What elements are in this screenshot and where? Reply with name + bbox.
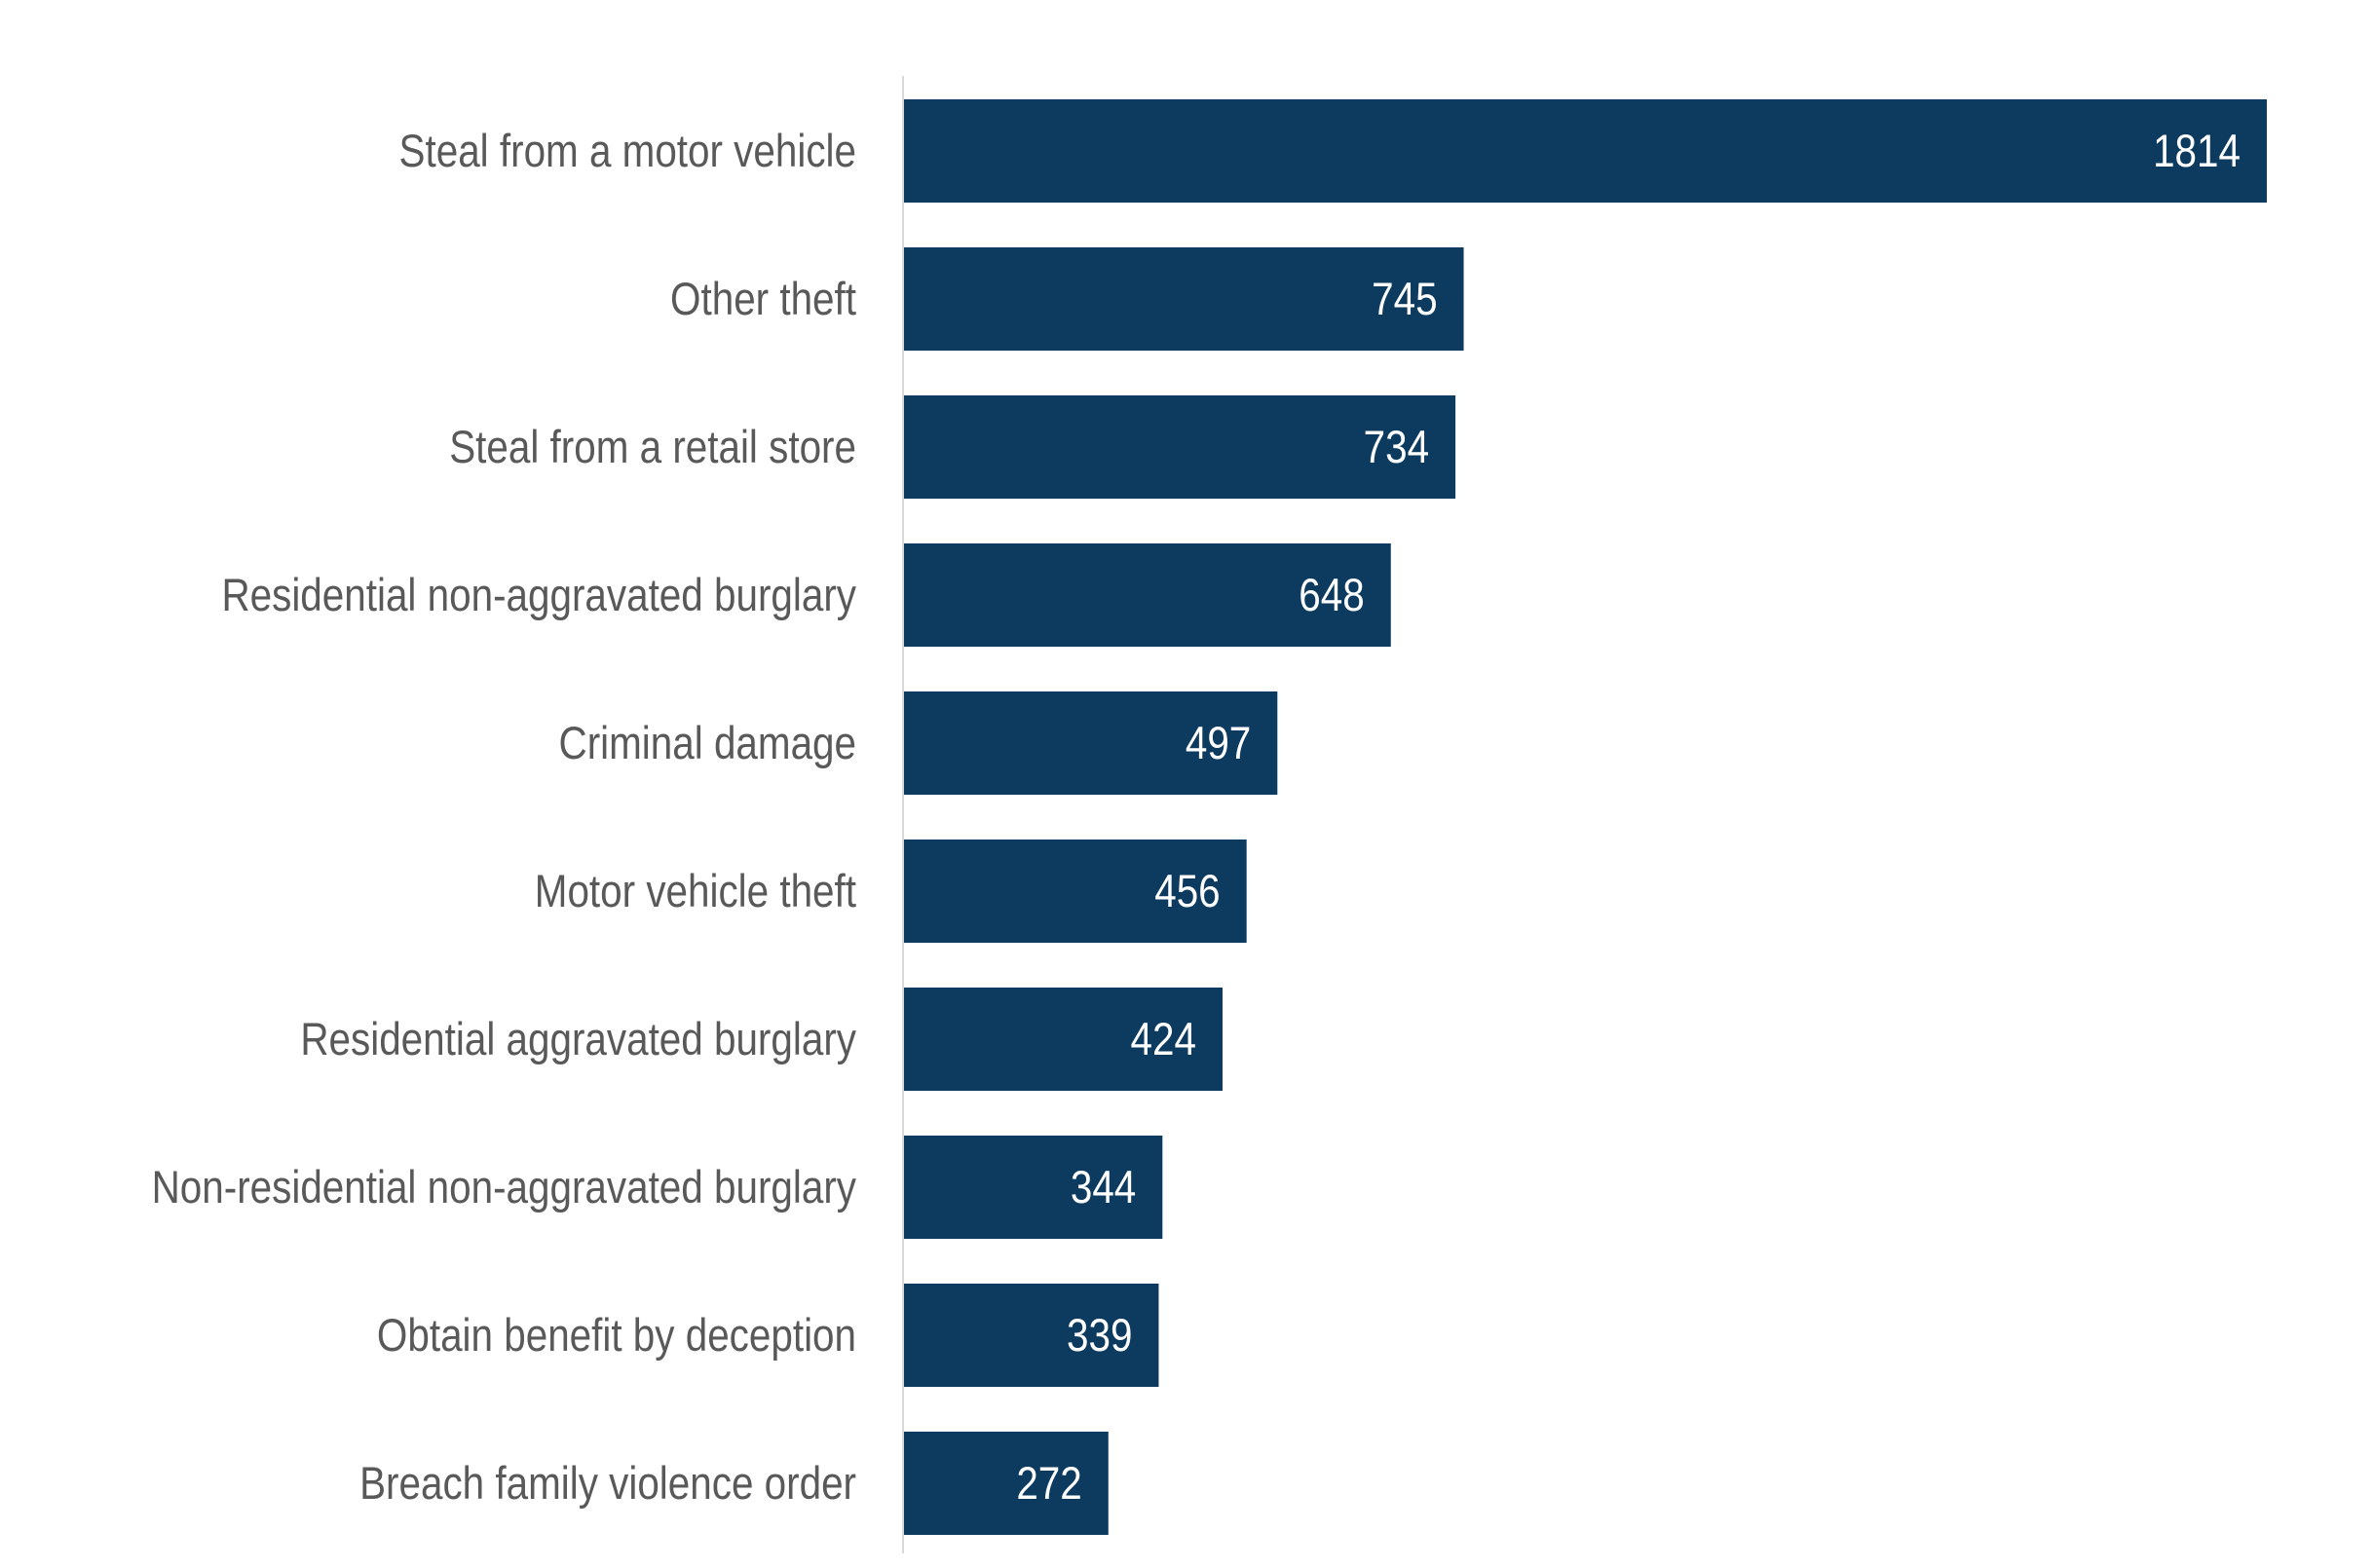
bar — [904, 840, 1247, 943]
value-label: 497 — [1186, 718, 1251, 769]
category-label: Steal from a retail store — [449, 422, 856, 473]
bar — [904, 1136, 1163, 1239]
category-label: Steal from a motor vehicle — [399, 126, 856, 177]
bar — [904, 247, 1464, 351]
value-label: 339 — [1067, 1310, 1132, 1362]
category-label: Breach family violence order — [359, 1458, 856, 1510]
bar — [904, 395, 1456, 499]
value-label: 734 — [1364, 422, 1429, 473]
bar — [904, 1284, 1159, 1387]
bar — [904, 691, 1278, 795]
category-label: Residential aggravated burglary — [300, 1014, 856, 1065]
value-label: 424 — [1131, 1014, 1196, 1065]
value-label: 745 — [1372, 274, 1437, 325]
value-label: 344 — [1071, 1162, 1136, 1213]
bar — [904, 988, 1223, 1091]
value-label: 272 — [1016, 1458, 1081, 1510]
category-label: Obtain benefit by deception — [377, 1310, 856, 1362]
category-label: Residential non-aggravated burglary — [221, 570, 856, 621]
bar — [904, 1432, 1109, 1535]
bar — [904, 543, 1391, 647]
value-label: 456 — [1154, 866, 1220, 917]
category-label: Non-residential non-aggravated burglary — [152, 1162, 856, 1213]
bar — [904, 99, 2267, 203]
category-label: Criminal damage — [559, 718, 856, 769]
value-label: 648 — [1299, 570, 1364, 621]
category-label: Motor vehicle theft — [535, 866, 856, 917]
category-label: Other theft — [670, 274, 856, 325]
value-label: 1814 — [2153, 126, 2241, 177]
